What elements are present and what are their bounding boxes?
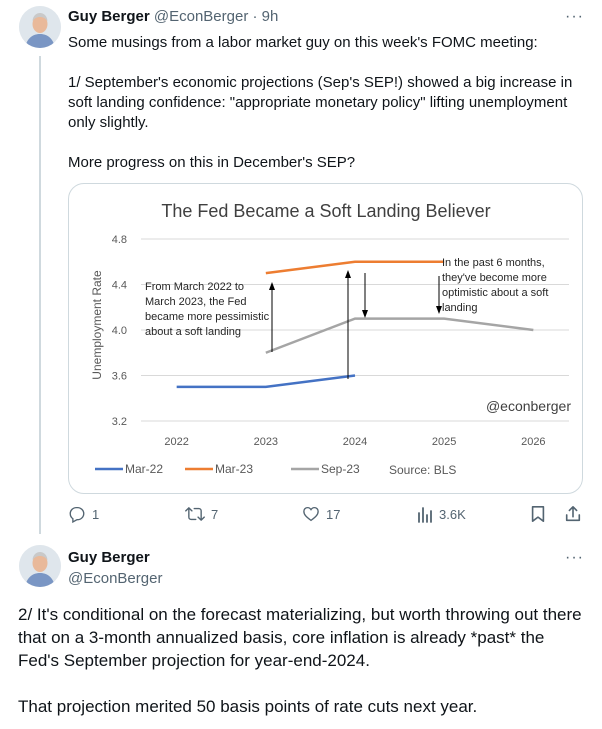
- annotation-left: From March 2022 to March 2023, the Fed bec…: [145, 281, 270, 338]
- tweet-actions: 1 7 17 3.6K: [68, 505, 583, 527]
- views-button[interactable]: 3.6K: [417, 505, 466, 523]
- legend-label-Sep-23: Sep-23: [321, 462, 360, 476]
- like-count: 17: [326, 506, 341, 522]
- like-button[interactable]: 17: [302, 505, 340, 523]
- chart-card[interactable]: The Fed Became a Soft Landing Believer U…: [68, 183, 583, 494]
- chart-source: Source: BLS: [389, 463, 456, 477]
- series-line-Mar-23: [265, 260, 445, 275]
- annotation-right-line: landing: [442, 302, 477, 314]
- legend-label-Mar-23: Mar-23: [215, 462, 253, 476]
- avatar-portrait-icon: [19, 6, 61, 48]
- share-icon: [565, 505, 581, 522]
- annotation-right-line: In the past 6 months,: [442, 257, 545, 269]
- author-handle[interactable]: @EconBerger: [68, 570, 163, 587]
- views-icon: [418, 507, 432, 523]
- tweet-text: Some musings from a labor market guy on …: [68, 34, 573, 171]
- annotation-left-line: about a soft landing: [145, 326, 241, 338]
- annotation-right-line: they've become more: [442, 272, 547, 284]
- arrow-up-2024-head: [345, 270, 351, 278]
- x-tick-label: 2024: [343, 436, 367, 448]
- more-options-icon[interactable]: ···: [565, 549, 584, 566]
- reply-icon: [69, 506, 85, 523]
- author-handle[interactable]: @EconBerger: [153, 8, 249, 25]
- arrow-down-2025-head: [436, 306, 442, 314]
- tweet-header: Guy Berger @EconBerger · 9h: [68, 8, 278, 25]
- chart-watermark: @econberger: [486, 398, 571, 414]
- arrow-down-2024-head: [362, 310, 368, 318]
- retweet-icon: [185, 507, 205, 521]
- author-name[interactable]: Guy Berger: [68, 549, 150, 566]
- tweet-text: 2/ It's conditional on the forecast mate…: [18, 605, 582, 716]
- annotation-left-line: From March 2022 to: [145, 281, 244, 293]
- series-line-Mar-22: [176, 374, 356, 389]
- chart-title: The Fed Became a Soft Landing Believer: [161, 201, 490, 221]
- author-name[interactable]: Guy Berger: [68, 8, 150, 25]
- share-button[interactable]: [564, 505, 588, 523]
- y-tick-label: 4.4: [112, 280, 127, 292]
- bookmark-icon: [531, 505, 545, 523]
- retweet-button[interactable]: 7: [185, 505, 218, 523]
- retweet-count: 7: [211, 506, 219, 522]
- y-tick-label: 3.6: [112, 371, 127, 383]
- chart: The Fed Became a Soft Landing Believer U…: [90, 201, 571, 477]
- y-tick-label: 3.2: [112, 416, 127, 428]
- more-options-icon[interactable]: ···: [565, 8, 584, 25]
- legend-label-Mar-22: Mar-22: [125, 462, 163, 476]
- y-tick-label: 4.0: [112, 325, 127, 337]
- annotation-left-line: March 2023, the Fed: [145, 296, 247, 308]
- arrow-up-2023-head: [269, 282, 275, 290]
- y-tick-label: 4.8: [112, 234, 127, 246]
- heart-icon: [303, 506, 319, 522]
- avatar-portrait-icon: [19, 545, 61, 587]
- avatar[interactable]: [19, 545, 61, 587]
- views-count: 3.6K: [439, 506, 466, 522]
- annotation-right: In the past 6 months, they've become more…: [442, 257, 548, 314]
- annotation-right-line: optimistic about a soft: [442, 287, 548, 299]
- header-separator: ·: [252, 8, 258, 25]
- x-tick-label: 2023: [254, 436, 278, 448]
- x-tick-label: 2026: [521, 436, 545, 448]
- reply-count: 1: [92, 506, 100, 522]
- annotation-left-line: became more pessimistic: [145, 311, 270, 323]
- bookmark-button[interactable]: [530, 505, 552, 523]
- avatar[interactable]: [19, 6, 61, 48]
- reply-button[interactable]: 1: [68, 505, 99, 523]
- series-line-Sep-23: [265, 317, 534, 354]
- x-tick-label: 2025: [432, 436, 456, 448]
- thread-line: [39, 56, 41, 534]
- tweet-time[interactable]: 9h: [261, 8, 279, 25]
- x-tick-label: 2022: [164, 436, 188, 448]
- annotation-arrows: [269, 270, 442, 379]
- y-axis-label: Unemployment Rate: [90, 270, 104, 380]
